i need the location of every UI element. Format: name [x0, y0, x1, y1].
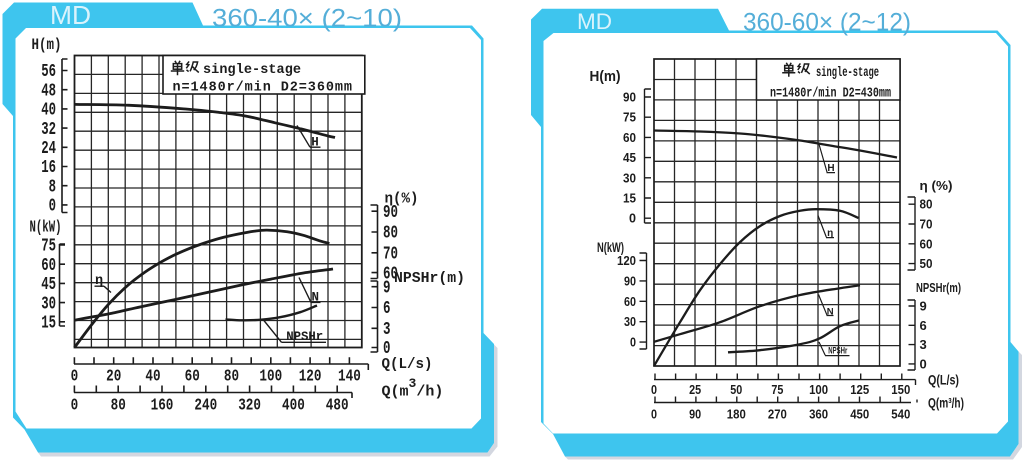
svg-text:6: 6	[920, 318, 927, 333]
svg-text:MD: MD	[50, 0, 91, 30]
svg-text:20: 20	[106, 368, 121, 387]
svg-text:80: 80	[383, 224, 398, 244]
svg-text:15: 15	[41, 314, 56, 334]
svg-text:56: 56	[41, 62, 56, 82]
svg-text:η (%): η (%)	[920, 178, 953, 193]
svg-text:240: 240	[194, 397, 217, 416]
svg-text:60: 60	[383, 264, 398, 284]
svg-text:60: 60	[920, 236, 933, 251]
svg-text:9: 9	[920, 299, 927, 314]
svg-text:80: 80	[224, 368, 239, 387]
svg-text:400: 400	[282, 397, 305, 416]
svg-text:30: 30	[41, 294, 56, 314]
svg-text:30: 30	[623, 170, 636, 185]
svg-text:H: H	[311, 136, 319, 150]
svg-text:125: 125	[850, 382, 869, 397]
svg-text:30: 30	[624, 314, 636, 329]
svg-text:η(%): η(%)	[385, 191, 419, 208]
svg-text:180: 180	[727, 407, 746, 422]
svg-text:25: 25	[689, 382, 701, 397]
svg-text:45: 45	[623, 150, 636, 165]
svg-text:50: 50	[920, 256, 933, 271]
svg-text:100: 100	[259, 368, 282, 387]
svg-text:N(kW): N(kW)	[30, 219, 62, 238]
svg-text:48: 48	[41, 81, 56, 101]
svg-text:η: η	[827, 228, 833, 239]
svg-text:8: 8	[49, 177, 56, 197]
svg-text:90: 90	[624, 273, 636, 288]
svg-text:270: 270	[768, 407, 787, 422]
svg-text:90: 90	[623, 90, 636, 105]
svg-text:6: 6	[383, 299, 391, 319]
svg-text:N(kW): N(kW)	[597, 239, 624, 255]
svg-text:80: 80	[920, 197, 933, 212]
svg-text:45: 45	[41, 275, 56, 295]
svg-text:Q(L/s): Q(L/s)	[928, 373, 959, 388]
svg-text:η: η	[95, 274, 103, 289]
svg-text:NPSHr: NPSHr	[286, 330, 323, 344]
svg-text:16: 16	[41, 158, 56, 178]
svg-text:32: 32	[41, 120, 56, 140]
svg-text:NPSHr(m): NPSHr(m)	[916, 280, 961, 295]
svg-text:3: 3	[920, 337, 927, 352]
svg-text:480: 480	[326, 397, 349, 416]
svg-text:60: 60	[41, 256, 56, 276]
svg-text:80: 80	[111, 397, 126, 416]
svg-text:15: 15	[623, 191, 636, 206]
svg-text:450: 450	[850, 407, 869, 422]
svg-text:360-40× (2~10): 360-40× (2~10)	[212, 5, 402, 33]
svg-text:540: 540	[891, 407, 910, 422]
svg-text:N: N	[312, 291, 320, 305]
svg-text:0: 0	[920, 356, 927, 371]
svg-text:n=1480r/min D2=360mm: n=1480r/min D2=360mm	[173, 81, 353, 96]
svg-text:Q(L/s): Q(L/s)	[382, 356, 433, 373]
svg-text:0: 0	[630, 335, 636, 350]
svg-text:75: 75	[41, 237, 56, 257]
svg-text:75: 75	[771, 382, 783, 397]
svg-text:9: 9	[383, 278, 391, 298]
svg-text:0: 0	[383, 339, 391, 359]
svg-text:160: 160	[151, 397, 174, 416]
svg-text:0: 0	[71, 368, 79, 387]
svg-text:50: 50	[730, 382, 742, 397]
svg-text:60: 60	[624, 294, 636, 309]
svg-text:H(m): H(m)	[590, 68, 621, 85]
svg-text:120: 120	[299, 368, 322, 387]
svg-text:24: 24	[41, 139, 56, 159]
svg-text:NPSHr(m): NPSHr(m)	[394, 270, 465, 287]
svg-text:0: 0	[651, 382, 657, 397]
svg-text:40: 40	[41, 101, 56, 121]
svg-text:0: 0	[651, 407, 657, 422]
svg-text:70: 70	[920, 217, 933, 232]
svg-text:70: 70	[383, 245, 398, 265]
svg-text:40: 40	[145, 368, 160, 387]
svg-text:90: 90	[383, 203, 398, 223]
svg-text:n=1480r/min D2=430mm: n=1480r/min D2=430mm	[770, 86, 891, 102]
svg-text:60: 60	[623, 130, 636, 145]
svg-text:0: 0	[71, 397, 79, 416]
svg-text:Q(m3/h): Q(m3/h)	[382, 376, 444, 401]
svg-text:360: 360	[809, 407, 828, 422]
svg-text:90: 90	[689, 407, 701, 422]
svg-text:150: 150	[891, 382, 910, 397]
svg-text:MD: MD	[577, 9, 612, 34]
svg-text:0: 0	[49, 197, 56, 217]
svg-text:60: 60	[185, 368, 200, 387]
svg-text:single-stage: single-stage	[816, 65, 879, 81]
svg-text:3: 3	[383, 320, 391, 340]
svg-text:0: 0	[629, 211, 636, 226]
svg-text:75: 75	[623, 110, 636, 125]
svg-text:single-stage: single-stage	[203, 63, 301, 78]
svg-text:H: H	[827, 163, 834, 174]
svg-text:Q(m³/h): Q(m³/h)	[928, 396, 964, 411]
svg-text:140: 140	[338, 368, 361, 387]
svg-text:320: 320	[238, 397, 261, 416]
svg-text:NPSHr: NPSHr	[828, 346, 847, 356]
svg-text:360-60× (2~12): 360-60× (2~12)	[743, 9, 911, 37]
svg-text:100: 100	[809, 382, 828, 397]
svg-text:H(m): H(m)	[32, 36, 62, 54]
svg-text:120: 120	[617, 253, 636, 268]
svg-text:N: N	[827, 307, 834, 318]
